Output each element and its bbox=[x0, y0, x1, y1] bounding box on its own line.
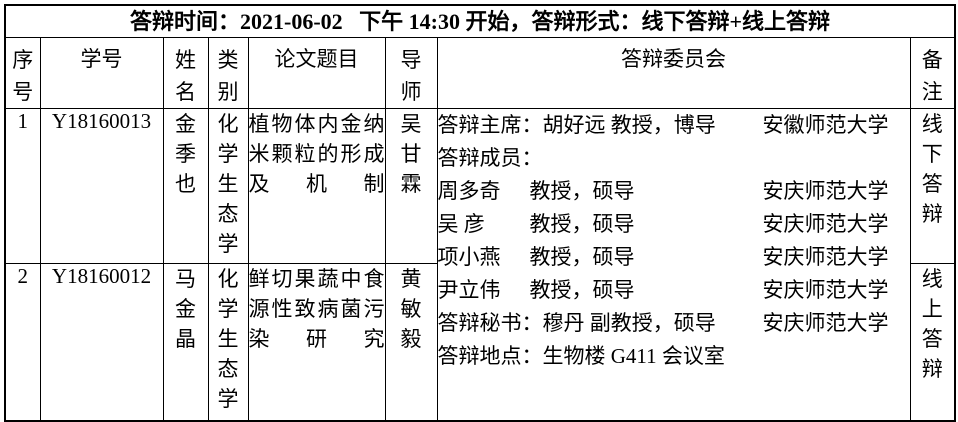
col-header-index-label: 序号 bbox=[12, 48, 34, 104]
defense-schedule-table: 答辩时间：2021-06-02 下午 14:30 开始，答辩形式：线下答辩+线上… bbox=[4, 4, 957, 422]
col-header-committee: 答辩委员会 bbox=[436, 37, 911, 109]
cell-remark: 线上答辩 bbox=[909, 263, 956, 422]
committee-member-title: 教授，硕导 bbox=[529, 278, 635, 302]
col-header-advisor: 导师 bbox=[384, 37, 438, 109]
cell-category: 化学生态学 bbox=[207, 108, 249, 264]
cell-committee: 答辩主席：胡好远 教授，博导 安徽师范大学 答辩成员： 周多奇 教授，硕导 安庆… bbox=[436, 108, 911, 422]
cell-student-name: 马金晶 bbox=[162, 263, 209, 422]
committee-member-title: 教授，硕导 bbox=[529, 212, 635, 236]
col-header-thesis-title: 论文题目 bbox=[247, 37, 386, 109]
committee-secretary-line: 答辩秘书：穆丹 副教授，硕导 安庆师范大学 bbox=[437, 307, 909, 340]
committee-location-line: 答辩地点：生物楼 G411 会议室 bbox=[437, 340, 909, 373]
committee-member-line: 吴 彦 教授，硕导 安庆师范大学 bbox=[437, 208, 909, 241]
cell-index: 2 bbox=[4, 263, 41, 422]
committee-secretary-university: 安庆师范大学 bbox=[762, 311, 889, 335]
committee-location-text: 答辩地点：生物楼 G411 会议室 bbox=[437, 344, 725, 368]
header-row: 序号 学号 姓名 类别 论文题目 导师 答辩委员会 备注 bbox=[4, 37, 956, 109]
committee-chair-line: 答辩主席：胡好远 教授，博导 安徽师范大学 bbox=[437, 109, 909, 142]
student-name-text: 马金晶 bbox=[175, 267, 196, 351]
col-header-student-id: 学号 bbox=[39, 37, 164, 109]
category-text: 化学生态学 bbox=[217, 267, 239, 411]
committee-chair-text: 答辩主席：胡好远 教授，博导 bbox=[437, 113, 716, 137]
cell-advisor: 吴甘霖 bbox=[384, 108, 438, 264]
cell-remark: 线下答辩 bbox=[909, 108, 956, 264]
committee-member-title: 教授，硕导 bbox=[529, 245, 635, 269]
committee-chair-university: 安徽师范大学 bbox=[762, 113, 889, 137]
col-header-advisor-label: 导师 bbox=[400, 48, 422, 104]
student-row-2: 2 Y18160012 马金晶 化学生态学 鲜切果蔬中食源性致病菌污染研究 黄敏… bbox=[4, 263, 956, 422]
cell-index: 1 bbox=[4, 108, 41, 264]
committee-member-line: 项小燕 教授，硕导 安庆师范大学 bbox=[437, 241, 909, 274]
remark-text: 线上答辩 bbox=[921, 267, 943, 381]
cell-category: 化学生态学 bbox=[207, 263, 249, 422]
committee-member-university: 安庆师范大学 bbox=[762, 278, 889, 302]
committee-member-name: 周多奇 bbox=[437, 179, 501, 203]
col-header-remark-label: 备注 bbox=[921, 48, 943, 104]
cell-student-name: 金季也 bbox=[162, 108, 209, 264]
col-header-category: 类别 bbox=[207, 37, 249, 109]
committee-secretary-text: 答辩秘书：穆丹 副教授，硕导 bbox=[437, 311, 716, 335]
col-header-index: 序号 bbox=[4, 37, 41, 109]
committee-member-line: 周多奇 教授，硕导 安庆师范大学 bbox=[437, 175, 909, 208]
col-header-remark: 备注 bbox=[909, 37, 956, 109]
session-title-row: 答辩时间：2021-06-02 下午 14:30 开始，答辩形式：线下答辩+线上… bbox=[4, 4, 956, 38]
advisor-text: 黄敏毅 bbox=[400, 267, 422, 351]
session-title: 答辩时间：2021-06-02 下午 14:30 开始，答辩形式：线下答辩+线上… bbox=[4, 4, 956, 38]
cell-student-id: Y18160012 bbox=[39, 263, 164, 422]
col-header-name-label: 姓名 bbox=[175, 48, 196, 104]
advisor-text: 吴甘霖 bbox=[400, 112, 422, 196]
committee-member-university: 安庆师范大学 bbox=[762, 245, 889, 269]
remark-text: 线下答辩 bbox=[921, 112, 943, 226]
cell-thesis-title: 植物体内金纳米颗粒的形成及机制 bbox=[247, 108, 386, 264]
cell-thesis-title: 鲜切果蔬中食源性致病菌污染研究 bbox=[247, 263, 386, 422]
committee-member-title: 教授，硕导 bbox=[529, 179, 635, 203]
committee-members-heading: 答辩成员： bbox=[437, 142, 909, 175]
student-row-1: 1 Y18160013 金季也 化学生态学 植物体内金纳米颗粒的形成及机制 吴甘… bbox=[4, 108, 956, 422]
col-header-category-label: 类别 bbox=[217, 48, 239, 104]
cell-advisor: 黄敏毅 bbox=[384, 263, 438, 422]
category-text: 化学生态学 bbox=[217, 112, 239, 256]
committee-member-university: 安庆师范大学 bbox=[762, 212, 889, 236]
committee-member-university: 安庆师范大学 bbox=[762, 179, 889, 203]
student-name-text: 金季也 bbox=[175, 112, 196, 196]
committee-member-line: 尹立伟 教授，硕导 安庆师范大学 bbox=[437, 274, 909, 307]
committee-members-heading-text: 答辩成员： bbox=[437, 146, 543, 170]
committee-member-name: 项小燕 bbox=[437, 245, 501, 269]
committee-member-name: 尹立伟 bbox=[437, 278, 501, 302]
cell-student-id: Y18160013 bbox=[39, 108, 164, 264]
col-header-name: 姓名 bbox=[162, 37, 209, 109]
committee-member-name: 吴 彦 bbox=[437, 212, 485, 236]
